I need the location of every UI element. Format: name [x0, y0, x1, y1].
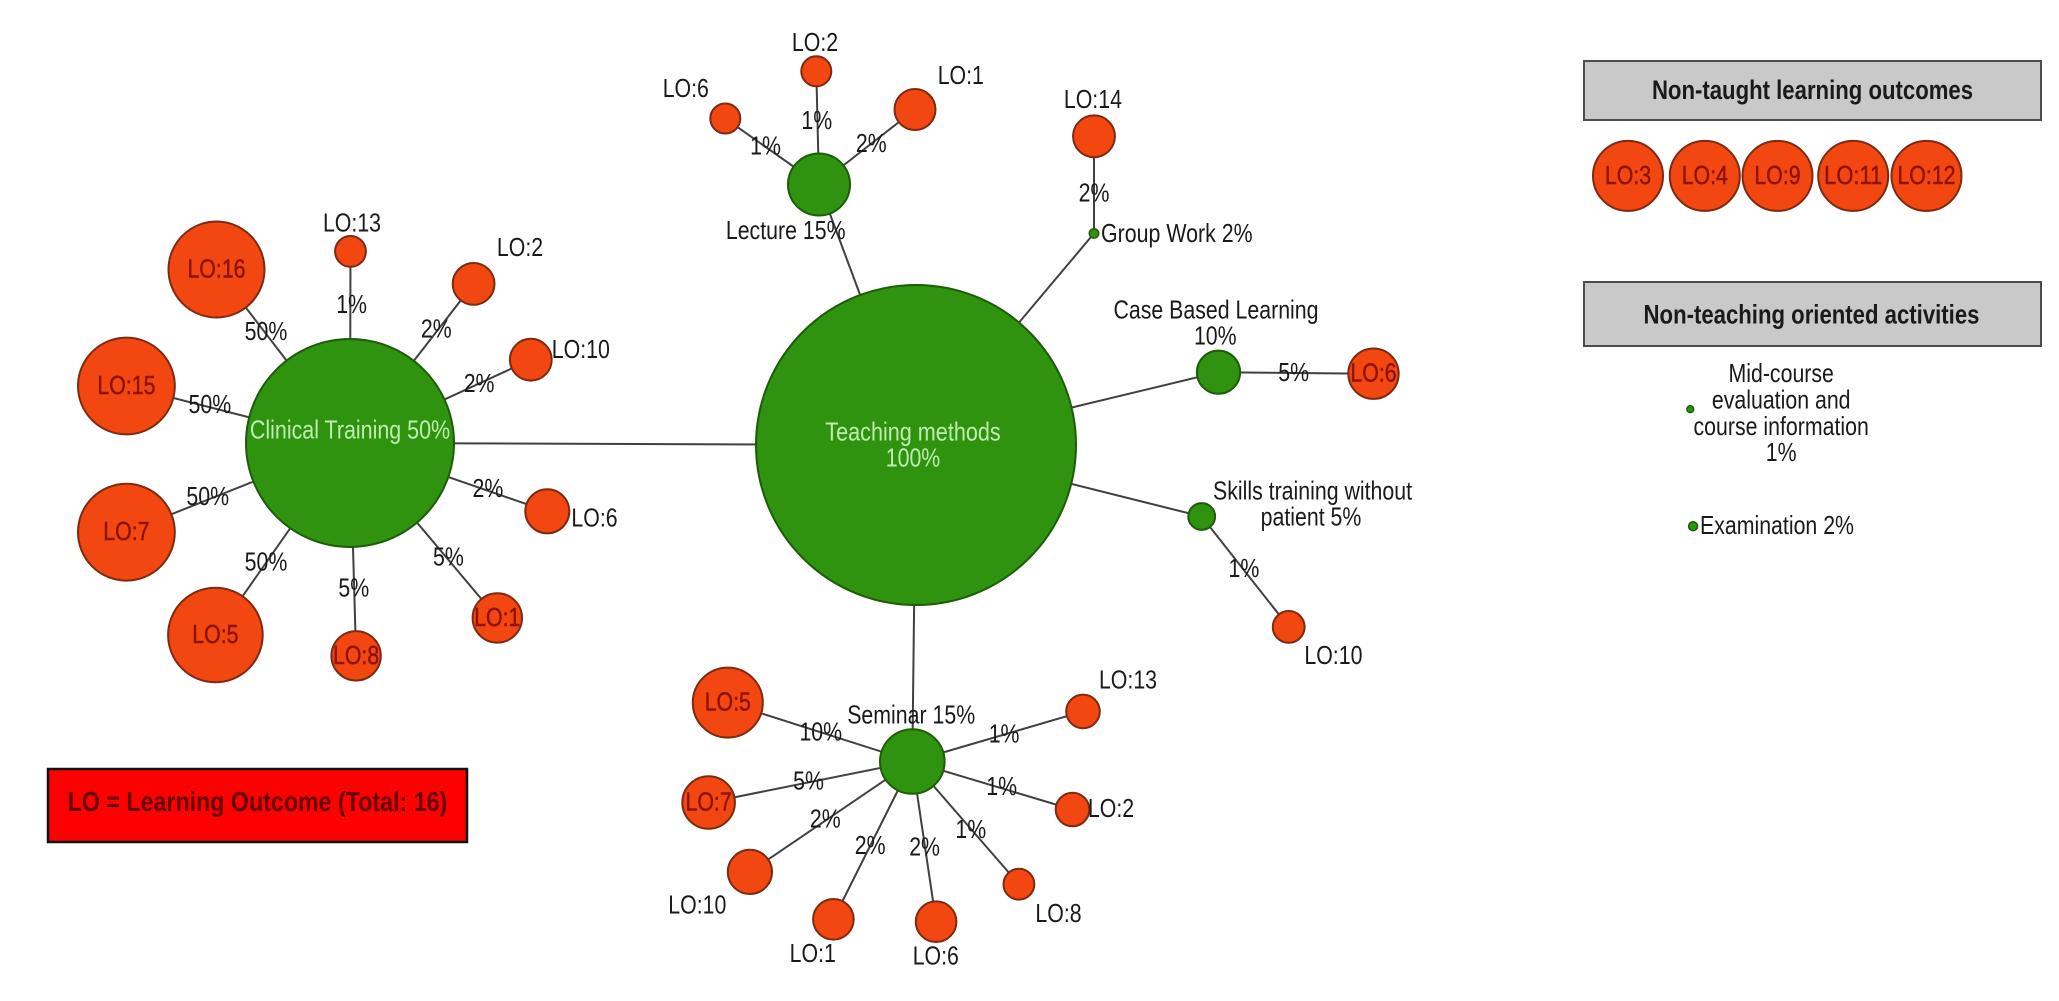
svg-text:2%: 2%: [855, 830, 886, 860]
svg-text:LO:2: LO:2: [497, 232, 543, 262]
svg-text:LO:4: LO:4: [1682, 160, 1728, 190]
svg-text:LO = Learning Outcome (Total:: LO = Learning Outcome (Total: 16): [68, 786, 448, 817]
svg-text:1%: 1%: [336, 289, 367, 319]
svg-text:LO:8: LO:8: [333, 640, 379, 670]
svg-text:LO:8: LO:8: [1035, 898, 1081, 928]
svg-text:2%: 2%: [421, 314, 452, 344]
svg-text:2%: 2%: [473, 473, 504, 503]
svg-text:10%: 10%: [799, 717, 842, 747]
svg-text:Examination 2%: Examination 2%: [1700, 510, 1854, 540]
svg-text:LO:5: LO:5: [705, 687, 751, 717]
svg-text:Non-teaching oriented activiti: Non-teaching oriented activities: [1644, 300, 1980, 330]
svg-text:evaluation and: evaluation and: [1712, 384, 1851, 414]
svg-text:LO:10: LO:10: [1304, 640, 1362, 670]
svg-text:5%: 5%: [433, 542, 464, 572]
svg-text:LO:1: LO:1: [790, 938, 836, 968]
svg-text:1%: 1%: [955, 814, 986, 844]
svg-text:LO:10: LO:10: [552, 334, 610, 364]
svg-text:2%: 2%: [909, 832, 940, 862]
svg-text:LO:2: LO:2: [792, 27, 838, 57]
svg-text:LO:7: LO:7: [103, 516, 149, 546]
svg-text:5%: 5%: [793, 766, 824, 796]
svg-text:LO:7: LO:7: [686, 787, 732, 817]
svg-text:LO:1: LO:1: [938, 60, 984, 90]
svg-text:LO:3: LO:3: [1605, 160, 1651, 190]
svg-text:1%: 1%: [1229, 553, 1260, 583]
svg-text:50%: 50%: [245, 316, 288, 346]
svg-text:LO:5: LO:5: [192, 619, 238, 649]
svg-text:LO:1: LO:1: [474, 602, 520, 632]
svg-text:LO:6: LO:6: [913, 940, 959, 970]
svg-text:LO:6: LO:6: [1350, 358, 1396, 388]
svg-text:LO:11: LO:11: [1824, 160, 1882, 190]
svg-text:5%: 5%: [1278, 357, 1309, 387]
svg-text:Non-taught learning outcomes: Non-taught learning outcomes: [1652, 75, 1973, 105]
svg-text:Group Work 2%: Group Work 2%: [1101, 218, 1253, 248]
svg-text:1%: 1%: [801, 105, 832, 135]
svg-text:Case Based Learning: Case Based Learning: [1114, 295, 1319, 325]
svg-text:Lecture 15%: Lecture 15%: [726, 215, 846, 245]
svg-text:50%: 50%: [186, 481, 229, 511]
svg-text:50%: 50%: [189, 389, 232, 419]
svg-text:LO:10: LO:10: [668, 889, 726, 919]
svg-text:1%: 1%: [750, 131, 781, 161]
svg-text:LO:13: LO:13: [1099, 665, 1157, 695]
svg-text:LO:2: LO:2: [1088, 793, 1134, 823]
svg-text:patient 5%: patient 5%: [1261, 502, 1362, 532]
svg-text:2%: 2%: [1079, 177, 1110, 207]
svg-text:course information: course information: [1694, 411, 1869, 441]
svg-text:100%: 100%: [886, 442, 941, 472]
svg-text:LO:14: LO:14: [1064, 84, 1122, 114]
svg-text:LO:15: LO:15: [97, 370, 155, 400]
svg-text:50%: 50%: [245, 547, 288, 577]
svg-text:2%: 2%: [464, 368, 495, 398]
svg-text:1%: 1%: [986, 771, 1017, 801]
svg-text:1%: 1%: [1766, 437, 1797, 467]
svg-text:LO:9: LO:9: [1754, 160, 1800, 190]
svg-text:2%: 2%: [856, 128, 887, 158]
svg-text:Mid-course: Mid-course: [1729, 358, 1834, 388]
svg-text:Seminar 15%: Seminar 15%: [847, 700, 975, 730]
svg-text:2%: 2%: [810, 804, 841, 834]
svg-text:LO:6: LO:6: [571, 503, 617, 533]
svg-text:Clinical Training 50%: Clinical Training 50%: [250, 415, 450, 445]
svg-text:LO:13: LO:13: [323, 208, 381, 238]
svg-text:LO:16: LO:16: [187, 254, 245, 284]
svg-text:5%: 5%: [338, 572, 369, 602]
svg-text:1%: 1%: [989, 719, 1020, 749]
svg-text:Teaching methods: Teaching methods: [825, 416, 1000, 446]
svg-text:LO:6: LO:6: [663, 73, 709, 103]
svg-text:Skills training without: Skills training without: [1213, 476, 1413, 506]
svg-text:LO:12: LO:12: [1897, 160, 1955, 190]
svg-text:10%: 10%: [1194, 321, 1237, 351]
